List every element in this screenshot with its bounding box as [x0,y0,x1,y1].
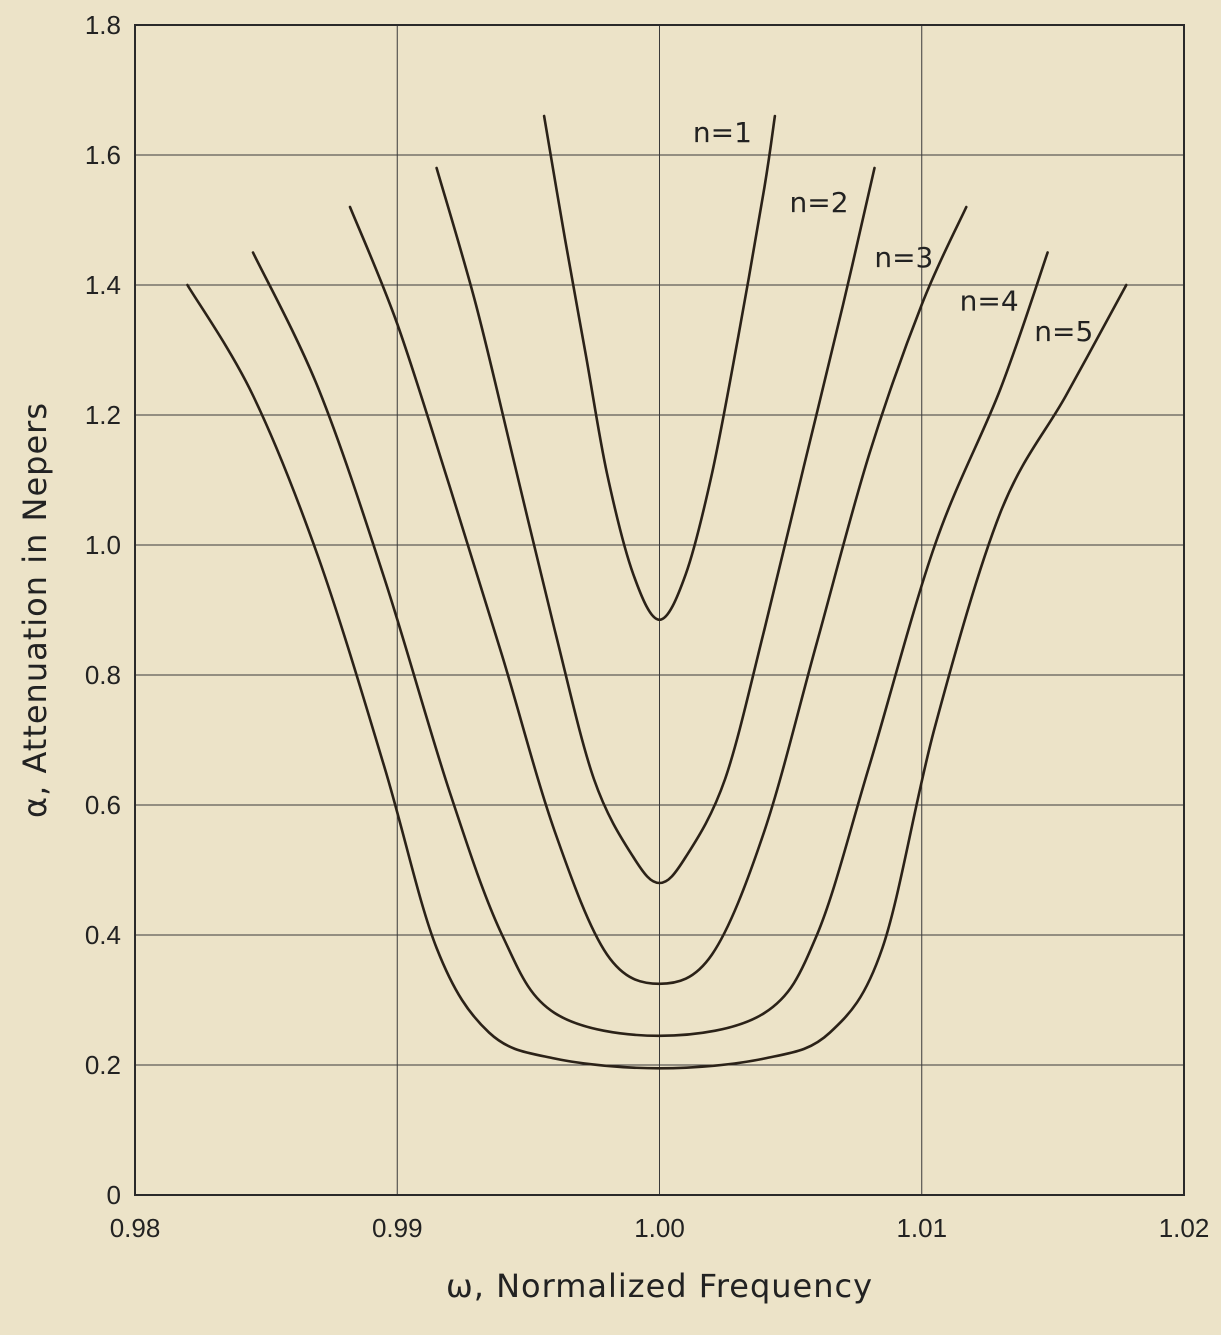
series-line-2 [435,166,876,885]
x-tick-label: 0.99 [372,1213,423,1243]
series-label-4: n=4 [960,285,1019,318]
series-label-5: n=5 [1034,315,1093,348]
plot-frame [134,24,1185,1196]
y-axis-title: α, Attenuation in Nepers [16,402,54,818]
series-labels: n=1 n=2 n=3 n=4 n=5 [693,116,1093,348]
y-tick-label: 0.8 [85,660,121,690]
x-axis-title: ω, Normalized Frequency [446,1267,873,1305]
y-tick-label: 0.6 [85,790,121,820]
y-tick-label: 1.8 [85,10,121,40]
series-label-2: n=2 [790,186,849,219]
tick-labels: 0.98 0.99 1.00 1.01 1.02 0 0.2 0.4 0.6 0.8 1.0 1.2 1… [85,10,1209,1243]
series-line-5 [186,283,1128,1070]
y-tick-label: 1.2 [85,400,121,430]
y-tick-label: 1.4 [85,270,121,300]
grid [135,25,1184,1195]
series-label-3: n=3 [874,241,933,274]
x-tick-label: 1.00 [634,1213,685,1243]
y-tick-label: 0.2 [85,1050,121,1080]
x-tick-label: 1.01 [896,1213,947,1243]
x-tick-label: 1.02 [1159,1213,1210,1243]
y-tick-label: 0 [107,1180,121,1210]
series-line-3 [348,205,968,986]
y-tick-label: 1.0 [85,530,121,560]
y-tick-label: 0.4 [85,920,121,950]
x-tick-label: 0.98 [110,1213,161,1243]
series-line-1 [542,114,777,622]
y-tick-label: 1.6 [85,140,121,170]
series-curves [186,114,1128,1070]
series-line-4 [251,251,1049,1038]
series-label-1: n=1 [693,116,752,149]
